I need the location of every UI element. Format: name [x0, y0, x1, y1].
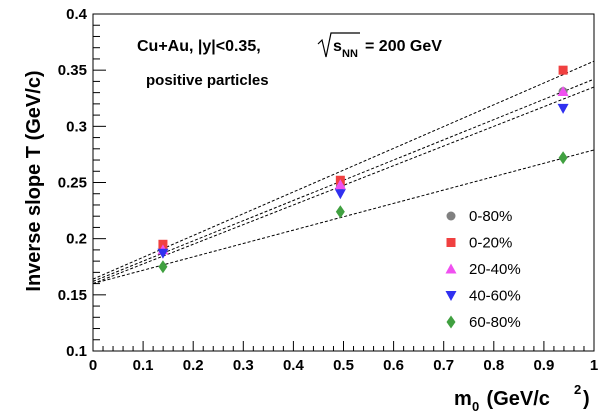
x-tick-label: 1	[590, 357, 598, 374]
data-point-0-20%	[158, 239, 168, 249]
x-tick-label: 0.8	[483, 357, 504, 374]
x-axis-title-superscript: 2	[574, 382, 581, 397]
annotation-sqrt-base: s	[333, 38, 342, 55]
x-tick-label: 0.3	[233, 357, 254, 374]
x-tick-label: 0.9	[533, 357, 554, 374]
annotation: Cu+Au, |y|<0.35, s NN = 200 GeV positive…	[137, 32, 442, 89]
legend-label: 60-80%	[469, 314, 521, 331]
x-tick-label: 0.1	[133, 357, 154, 374]
legend: 0-80% 0-20% 20-40% 40-60% 60-80%	[445, 208, 521, 331]
legend-label: 20-40%	[469, 261, 521, 278]
x-tick-label: 0.4	[283, 357, 305, 374]
x-axis-title-main: m	[454, 388, 472, 410]
data-point-60-80%	[158, 260, 168, 274]
x-axis-title-subscript: 0	[472, 399, 479, 414]
data-point-60-80%	[558, 151, 568, 165]
data-point-40-60%	[557, 103, 569, 114]
data-point-40-60%	[157, 248, 169, 259]
x-tick-label: 0	[89, 357, 97, 374]
legend-marker-0-80%	[446, 211, 456, 221]
data-markers	[157, 65, 569, 274]
y-tick-label: 0.4	[66, 6, 88, 23]
y-tick-label: 0.15	[58, 287, 87, 304]
y-tick-label: 0.3	[66, 118, 87, 135]
x-tick-label: 0.6	[383, 357, 404, 374]
data-point-0-20%	[558, 65, 568, 75]
annotation-line2: positive particles	[146, 72, 269, 89]
x-axis-title: m 0 (GeV/c 2 )	[454, 382, 590, 414]
fit-line	[92, 149, 595, 285]
legend-label: 0-80%	[469, 208, 512, 225]
data-point-20-40%	[334, 179, 346, 190]
y-tick-label: 0.25	[58, 175, 87, 192]
x-tick-label: 0.2	[183, 357, 204, 374]
y-tick-label: 0.2	[66, 231, 87, 248]
data-point-40-60%	[334, 189, 346, 200]
annotation-line1-prefix: Cu+Au, |y|<0.35,	[137, 38, 261, 55]
y-axis-title: Inverse slope T (GeV/c)	[23, 70, 45, 291]
x-tick-label: 0.5	[333, 357, 354, 374]
x-axis-title-close: )	[583, 388, 590, 410]
legend-marker-20-40%	[445, 263, 457, 274]
fit-lines	[92, 60, 595, 285]
x-tick-label: 0.7	[433, 357, 454, 374]
sqrt-symbol	[317, 32, 360, 58]
annotation-line1-suffix: = 200 GeV	[365, 38, 442, 55]
x-axis-ticks: 0 0.1 0.2 0.3 0.4 0.5 0.6 0.7 0.8 0.9 1	[89, 341, 598, 374]
y-axis-ticks: 0.1 0.15 0.2 0.25 0.3 0.35 0.4	[58, 6, 106, 360]
data-point-20-40%	[557, 86, 569, 97]
annotation-sqrt-subscript: NN	[342, 48, 358, 60]
legend-label: 40-60%	[469, 288, 521, 305]
legend-label: 0-20%	[469, 235, 512, 252]
legend-marker-40-60%	[445, 291, 457, 301]
x-axis-title-unit: (GeV/c	[481, 388, 550, 410]
legend-marker-0-20%	[446, 238, 456, 247]
data-point-60-80%	[335, 205, 345, 219]
legend-marker-60-80%	[446, 315, 456, 329]
y-tick-label: 0.35	[58, 62, 87, 79]
fit-line	[92, 60, 595, 280]
y-tick-label: 0.1	[66, 343, 87, 360]
